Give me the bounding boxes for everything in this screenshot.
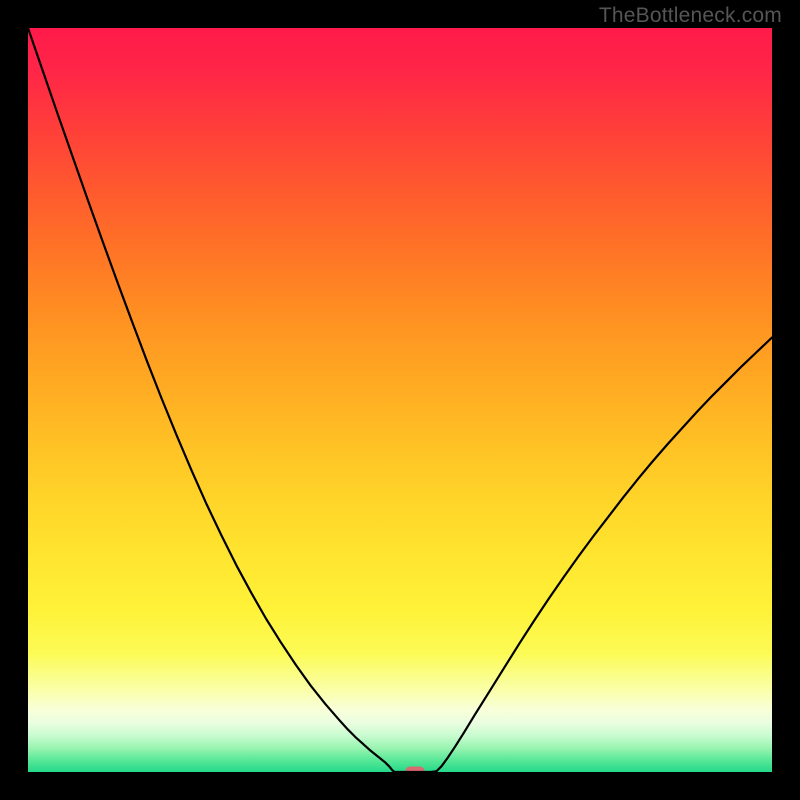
gradient-background — [28, 28, 772, 772]
plot-area — [28, 28, 772, 778]
bottleneck-chart — [0, 0, 800, 800]
watermark-text: TheBottleneck.com — [599, 4, 782, 28]
